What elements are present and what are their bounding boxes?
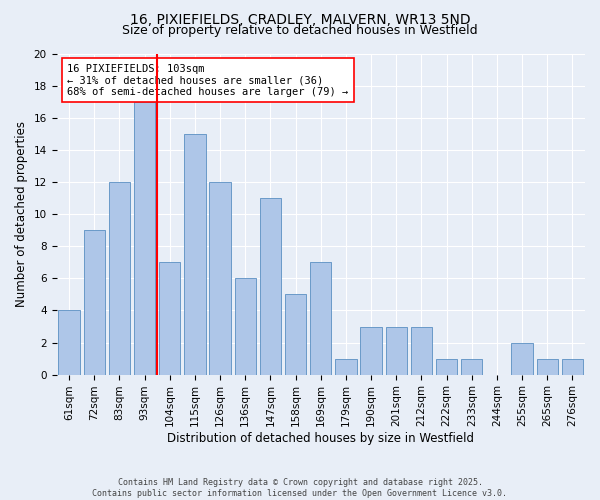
Text: 16, PIXIEFIELDS, CRADLEY, MALVERN, WR13 5ND: 16, PIXIEFIELDS, CRADLEY, MALVERN, WR13 … <box>130 12 470 26</box>
Bar <box>109 182 130 374</box>
Bar <box>285 294 306 374</box>
Bar <box>58 310 80 374</box>
Bar <box>159 262 181 374</box>
Text: Contains HM Land Registry data © Crown copyright and database right 2025.
Contai: Contains HM Land Registry data © Crown c… <box>92 478 508 498</box>
Bar <box>361 326 382 374</box>
Bar <box>411 326 432 374</box>
Bar <box>436 358 457 374</box>
X-axis label: Distribution of detached houses by size in Westfield: Distribution of detached houses by size … <box>167 432 474 445</box>
Text: Size of property relative to detached houses in Westfield: Size of property relative to detached ho… <box>122 24 478 37</box>
Bar <box>235 278 256 374</box>
Bar <box>209 182 231 374</box>
Bar <box>310 262 331 374</box>
Bar <box>386 326 407 374</box>
Bar <box>536 358 558 374</box>
Bar <box>461 358 482 374</box>
Y-axis label: Number of detached properties: Number of detached properties <box>15 122 28 308</box>
Bar <box>184 134 206 374</box>
Text: 16 PIXIEFIELDS: 103sqm
← 31% of detached houses are smaller (36)
68% of semi-det: 16 PIXIEFIELDS: 103sqm ← 31% of detached… <box>67 64 349 97</box>
Bar <box>260 198 281 374</box>
Bar <box>335 358 356 374</box>
Bar <box>562 358 583 374</box>
Bar <box>83 230 105 374</box>
Bar <box>511 342 533 374</box>
Bar <box>134 102 155 374</box>
